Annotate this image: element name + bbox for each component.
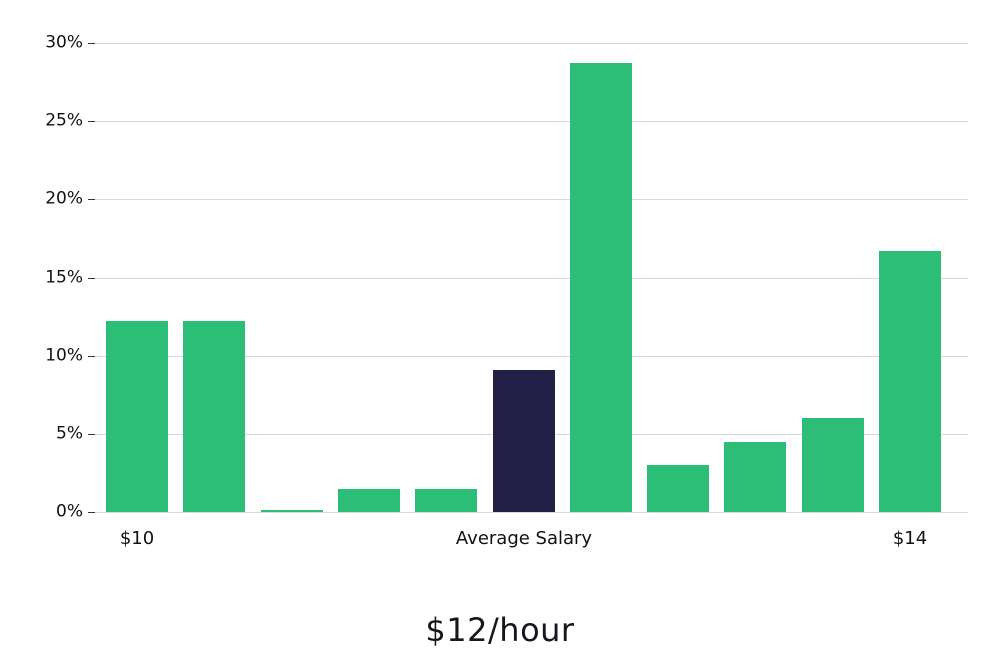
bar-8: [724, 442, 786, 512]
x-axis-label: Average Salary: [455, 528, 593, 549]
chart-title: $12/hour: [425, 611, 575, 649]
bar-6: [570, 63, 632, 512]
y-axis-label: 0%: [56, 501, 83, 522]
gridline-10%: [95, 355, 968, 357]
x-axis-label: $10: [119, 528, 155, 549]
gridline-0%: [95, 512, 968, 513]
y-axis-label: 20%: [45, 188, 83, 209]
y-tick-mark: [88, 433, 95, 435]
bar-average-salary: [493, 370, 555, 512]
bar-3: [338, 489, 400, 512]
y-tick-mark: [88, 199, 95, 201]
x-axis-label: $14: [892, 528, 928, 549]
gridline-20%: [95, 199, 968, 201]
y-axis-label: 30%: [45, 32, 83, 53]
y-tick-mark: [88, 512, 95, 513]
y-tick-mark: [88, 43, 95, 44]
gridline-15%: [95, 277, 968, 279]
y-axis-label: 10%: [45, 345, 83, 366]
bar-4: [415, 489, 477, 512]
y-axis-label: 15%: [45, 267, 83, 287]
bar-0: [106, 321, 168, 512]
y-axis-label: 5%: [56, 423, 83, 444]
gridline-30%: [95, 43, 968, 44]
y-axis-label: 25%: [45, 110, 83, 131]
y-tick-mark: [88, 355, 95, 357]
bar-7: [647, 465, 709, 512]
y-tick-mark: [88, 277, 95, 279]
gridline-25%: [95, 121, 968, 123]
bar-2: [261, 510, 323, 512]
bar-1: [183, 321, 245, 512]
bar-9: [802, 418, 864, 512]
bar-10: [879, 251, 941, 512]
y-tick-mark: [88, 121, 95, 123]
